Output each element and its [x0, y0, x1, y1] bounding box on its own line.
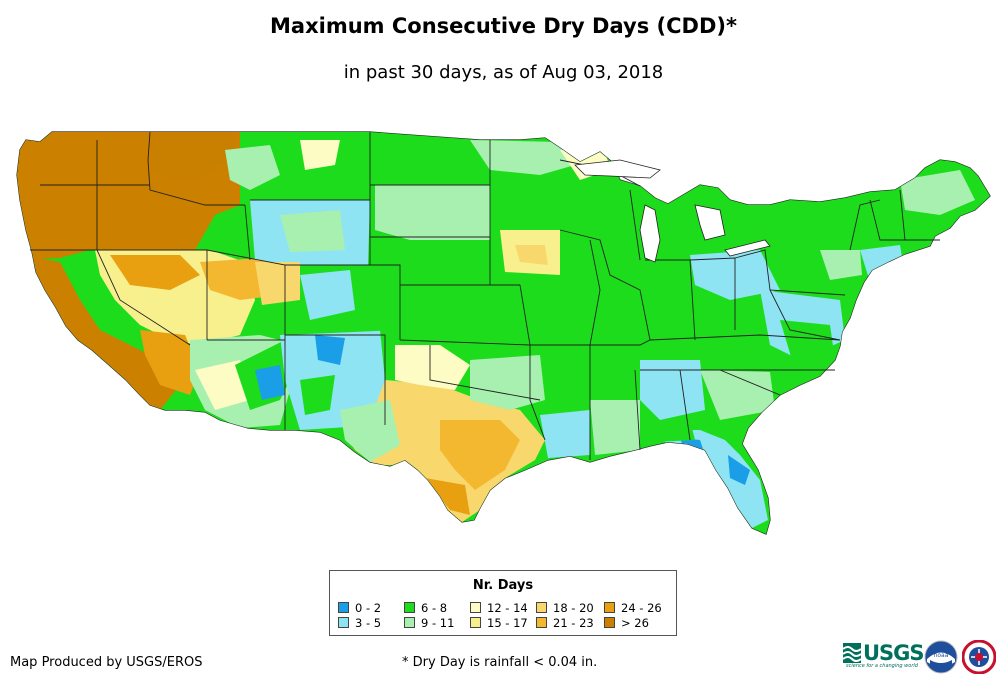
- legend-item: 18 - 20: [536, 600, 604, 615]
- legend-label: 15 - 17: [487, 615, 528, 630]
- legend-swatch: [536, 602, 547, 613]
- legend-item: 9 - 11: [404, 615, 470, 630]
- legend-label: 12 - 14: [487, 600, 528, 615]
- usgs-logo: USGS: [843, 641, 925, 665]
- map-title: Maximum Consecutive Dry Days (CDD)*: [270, 14, 737, 38]
- legend-swatch: [338, 617, 349, 628]
- usgs-text: USGS: [863, 641, 925, 665]
- legend-label: > 26: [621, 615, 649, 630]
- legend-label: 3 - 5: [355, 615, 382, 630]
- legend-item: 3 - 5: [338, 615, 404, 630]
- legend-label: 24 - 26: [621, 600, 662, 615]
- lake-erie: [724, 239, 771, 257]
- legend-swatch: [536, 617, 547, 628]
- lake-superior: [574, 159, 661, 179]
- legend-swatch: [338, 602, 349, 613]
- legend-item: > 26: [604, 615, 674, 630]
- legend-label: 6 - 8: [421, 600, 448, 615]
- legend-swatch: [604, 617, 615, 628]
- legend-item: 15 - 17: [470, 615, 536, 630]
- legend-title: Nr. Days: [472, 578, 534, 593]
- legend-swatch: [470, 602, 481, 613]
- legend-item: 0 - 2: [338, 600, 404, 615]
- legend-item: 6 - 8: [404, 600, 470, 615]
- lake-michigan: [639, 204, 661, 263]
- usgs-tagline: science for a changing world: [846, 663, 918, 669]
- legend-label: 0 - 2: [355, 600, 382, 615]
- legend-item: 21 - 23: [536, 615, 604, 630]
- legend-swatch: [404, 602, 415, 613]
- noaa-text: noaa: [934, 652, 949, 659]
- lake-huron: [694, 204, 726, 241]
- legend-swatch: [604, 602, 615, 613]
- noaa-logo: noaa: [924, 640, 958, 674]
- legend-swatch: [470, 617, 481, 628]
- map-subtitle: in past 30 days, as of Aug 03, 2018: [343, 62, 664, 83]
- footnote-text: * Dry Day is rainfall < 0.04 in.: [402, 655, 598, 670]
- credit-text: Map Produced by USGS/EROS: [10, 655, 203, 670]
- legend-item: 12 - 14: [470, 600, 536, 615]
- legend-label: 21 - 23: [553, 615, 594, 630]
- legend-label: 18 - 20: [553, 600, 594, 615]
- nws-logo: [962, 640, 996, 674]
- legend-item: 24 - 26: [604, 600, 674, 615]
- usgs-wave-icon: [843, 643, 861, 663]
- legend-swatch: [404, 617, 415, 628]
- legend-label: 9 - 11: [421, 615, 455, 630]
